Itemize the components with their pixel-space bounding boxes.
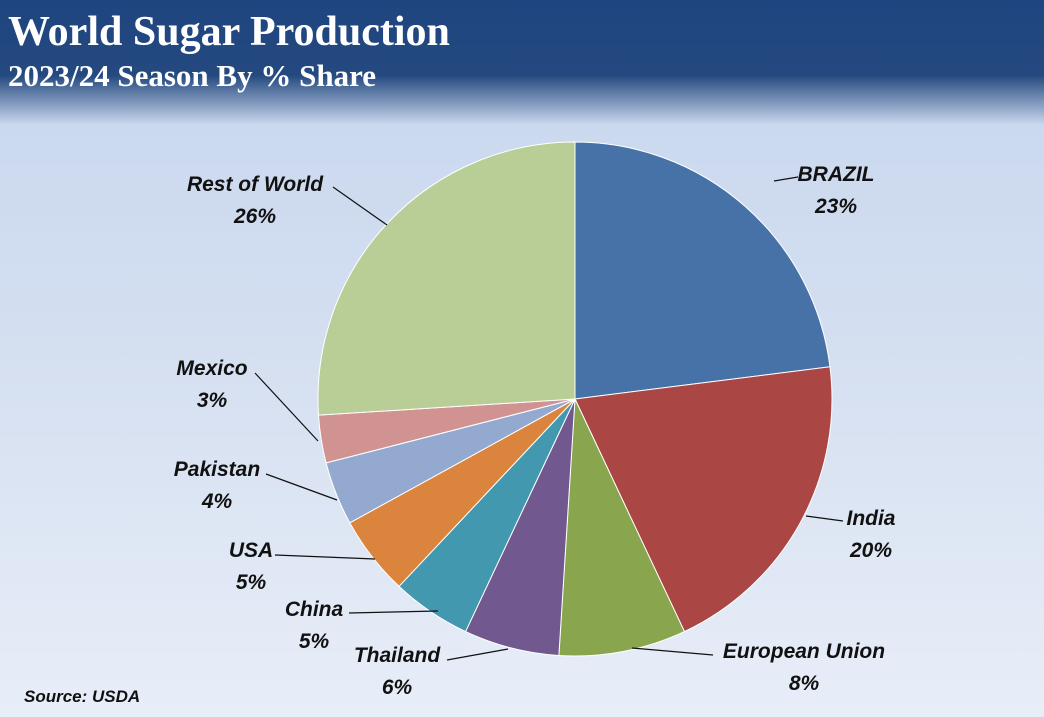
slice-name-label: USA: [229, 539, 273, 562]
slice-value-label: 3%: [197, 389, 228, 412]
slice-name-label: Rest of World: [187, 173, 324, 196]
header-banner: World Sugar Production 2023/24 Season By…: [0, 0, 1044, 125]
leader-line: [348, 610, 439, 614]
leader-lines: [254, 176, 844, 661]
slice-value-label: 20%: [849, 539, 892, 562]
slice-name-label: BRAZIL: [798, 163, 875, 186]
pie-slices: [317, 141, 833, 657]
chart-title: World Sugar Production: [8, 9, 450, 55]
leader-line: [265, 473, 338, 501]
pie-slice-brazil: [574, 141, 831, 400]
slice-name-label: China: [285, 598, 344, 621]
slice-name-label: Mexico: [176, 357, 247, 380]
slice-value-label: 26%: [233, 205, 276, 228]
pie-slice-india: [574, 366, 833, 633]
slice-name-label: European Union: [723, 640, 885, 663]
leader-line: [254, 372, 319, 442]
slice-name-label: Pakistan: [174, 458, 260, 481]
slice-value-label: 5%: [299, 630, 330, 653]
leader-line: [805, 515, 844, 522]
leader-line: [274, 554, 376, 560]
slice-value-label: 5%: [236, 571, 267, 594]
slice-name-label: Thailand: [354, 644, 442, 667]
leader-line: [332, 186, 388, 226]
chart-subtitle: 2023/24 Season By % Share: [8, 58, 377, 93]
pie-slice-european-union: [558, 398, 686, 657]
leader-line: [446, 648, 509, 661]
slice-value-label: 4%: [201, 490, 233, 513]
pie-slice-rest-of-world: [317, 141, 576, 416]
slice-labels: BRAZIL 23% India 20% European Union 8% Thailan…: [174, 163, 896, 699]
slice-value-label: 23%: [814, 195, 857, 218]
slice-value-label: 8%: [789, 672, 820, 695]
leader-line: [773, 176, 799, 182]
slice-value-label: 6%: [382, 676, 413, 699]
leader-line: [631, 647, 714, 656]
source-note: Source: USDA: [24, 687, 141, 706]
slice-name-label: India: [846, 507, 895, 530]
